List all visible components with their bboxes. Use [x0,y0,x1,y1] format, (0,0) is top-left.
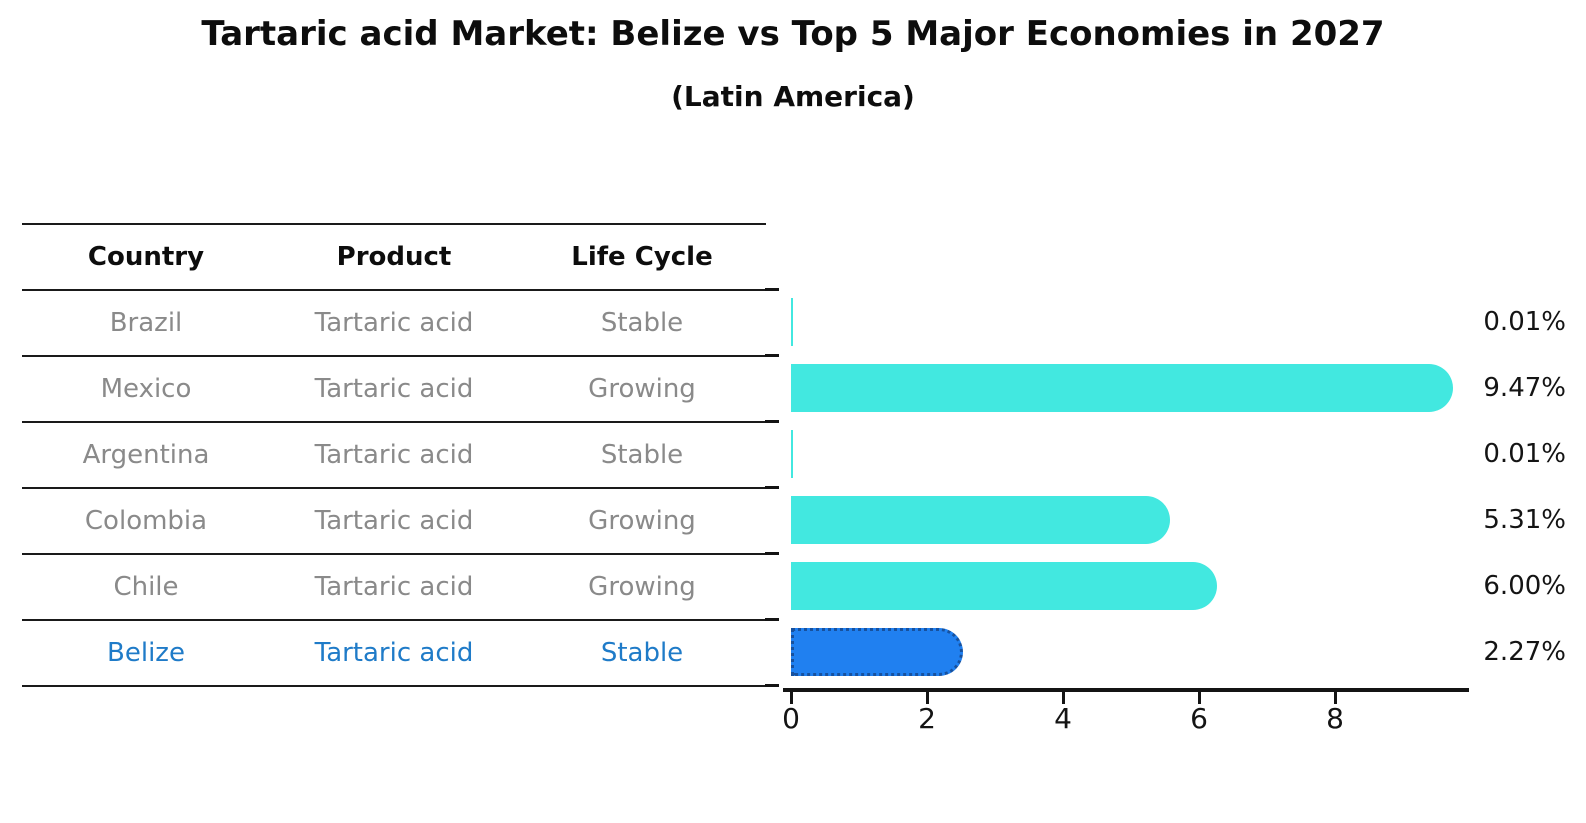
bar-colombia [791,496,1170,544]
x-axis-tick [1334,692,1337,704]
table-cell-life-cycle: Growing [588,374,696,404]
x-axis-tick-label: 2 [918,702,936,735]
y-axis-tick [765,354,779,357]
x-axis-tick [1062,692,1065,704]
table-cell-country: Brazil [109,308,183,338]
table-cell-product: Tartaric acid [314,506,474,536]
table-header-product: Product [336,242,452,272]
table-header-country: Country [87,242,205,272]
x-axis-tick [926,692,929,704]
y-axis-tick [765,684,779,687]
bar-value-label: 6.00% [1483,571,1566,601]
x-axis-tick [790,692,793,704]
bar-argentina [791,430,793,478]
x-axis-tick-label: 4 [1054,702,1072,735]
bar-brazil [791,298,793,346]
table-cell-product: Tartaric acid [314,308,474,338]
page-subtitle: (Latin America) [671,80,915,113]
table-cell-product: Tartaric acid [314,440,474,470]
x-axis-tick-label: 8 [1326,702,1344,735]
bar-value-label: 9.47% [1483,373,1566,403]
page-title: Tartaric acid Market: Belize vs Top 5 Ma… [201,14,1385,54]
table-cell-country: Belize [107,638,185,668]
table-row: Colombia Tartaric acid Growing [22,487,766,553]
bar-value-label: 0.01% [1483,307,1566,337]
table-cell-country: Colombia [84,506,208,536]
bar-chile [791,562,1217,610]
table-cell-life-cycle: Growing [588,572,696,602]
table-cell-country: Mexico [100,374,192,404]
bar-mexico [791,364,1453,412]
table-cell-life-cycle: Stable [600,308,684,338]
table-cell-life-cycle: Stable [600,638,684,668]
table-cell-country: Argentina [82,440,210,470]
bar-value-label: 0.01% [1483,439,1566,469]
table-header-life-cycle: Life Cycle [571,242,713,272]
table-cell-country: Chile [113,572,179,602]
table-row: Brazil Tartaric acid Stable [22,289,766,355]
x-axis-tick-label: 0 [782,702,800,735]
comparison-table: Country Product Life Cycle Brazil Tartari… [22,223,766,687]
y-axis-tick [765,486,779,489]
x-axis-line [783,688,1469,692]
table-cell-product: Tartaric acid [314,572,474,602]
table-cell-product: Tartaric acid [314,374,474,404]
x-axis-tick-label: 6 [1190,702,1208,735]
y-axis-tick [765,420,779,423]
bar-value-label: 5.31% [1483,505,1566,535]
table-row: Belize Tartaric acid Stable [22,619,766,685]
table-row: Chile Tartaric acid Growing [22,553,766,619]
table-cell-life-cycle: Stable [600,440,684,470]
table-cell-product: Tartaric acid [314,638,474,668]
table-header-row: Country Product Life Cycle [22,223,766,289]
table-row: Mexico Tartaric acid Growing [22,355,766,421]
bar-belize [791,628,963,676]
table-row: Argentina Tartaric acid Stable [22,421,766,487]
y-axis-tick [765,618,779,621]
y-axis-tick [765,288,779,291]
y-axis-tick [765,552,779,555]
table-cell-life-cycle: Growing [588,506,696,536]
x-axis-tick [1198,692,1201,704]
bar-value-label: 2.27% [1483,637,1566,667]
